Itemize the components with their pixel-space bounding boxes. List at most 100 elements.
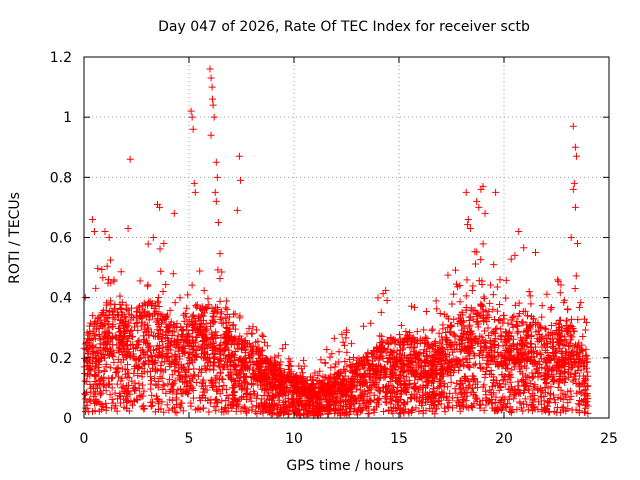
data-point xyxy=(218,385,226,393)
data-point xyxy=(383,297,391,305)
data-point xyxy=(488,400,496,408)
data-point xyxy=(579,332,587,340)
data-point xyxy=(97,374,105,382)
data-point xyxy=(287,362,295,370)
data-point xyxy=(113,407,121,415)
y-tick-label: 0.8 xyxy=(50,170,72,186)
data-point xyxy=(108,334,116,342)
data-point xyxy=(102,406,110,414)
data-point xyxy=(220,351,228,359)
data-point xyxy=(456,282,464,290)
data-point xyxy=(84,331,92,339)
data-point xyxy=(154,383,162,391)
data-point xyxy=(216,341,224,349)
data-point xyxy=(396,410,404,418)
data-point xyxy=(198,311,206,319)
data-point xyxy=(525,288,533,296)
data-point xyxy=(164,380,172,388)
data-point xyxy=(87,336,95,344)
data-point xyxy=(112,402,120,410)
data-point xyxy=(290,400,298,408)
data-point xyxy=(516,359,524,367)
data-point xyxy=(469,384,477,392)
data-point xyxy=(215,382,223,390)
data-point xyxy=(417,369,425,377)
data-point xyxy=(407,370,415,378)
data-point xyxy=(117,339,125,347)
data-point xyxy=(513,329,521,337)
data-point xyxy=(137,347,145,355)
data-point xyxy=(481,339,489,347)
data-point xyxy=(163,349,171,357)
data-point xyxy=(225,319,233,327)
data-point xyxy=(396,335,404,343)
data-point xyxy=(527,331,535,339)
data-point xyxy=(200,287,208,295)
data-point xyxy=(582,401,590,409)
data-point xyxy=(571,203,579,211)
data-point xyxy=(324,410,332,418)
data-point xyxy=(228,376,236,384)
data-point xyxy=(574,316,582,324)
data-point xyxy=(145,311,153,319)
data-point xyxy=(92,373,100,381)
data-point xyxy=(561,336,569,344)
data-point xyxy=(298,384,306,392)
data-point xyxy=(277,383,285,391)
data-point xyxy=(94,264,102,272)
data-point xyxy=(429,384,437,392)
data-point xyxy=(291,374,299,382)
data-point xyxy=(328,350,336,358)
data-point xyxy=(231,334,239,342)
data-point xyxy=(247,381,255,389)
data-point xyxy=(475,277,483,285)
data-point xyxy=(428,379,436,387)
data-point xyxy=(423,352,431,360)
data-point xyxy=(168,396,176,404)
data-point xyxy=(207,131,215,139)
data-point xyxy=(356,381,364,389)
data-point xyxy=(294,405,302,413)
data-point xyxy=(176,294,184,302)
data-point xyxy=(360,379,368,387)
data-point xyxy=(559,395,567,403)
data-point xyxy=(170,360,178,368)
data-point xyxy=(527,300,535,308)
data-point xyxy=(211,188,219,196)
data-point xyxy=(385,353,393,361)
data-point xyxy=(211,350,219,358)
data-point xyxy=(528,390,536,398)
data-point xyxy=(202,356,210,364)
data-point xyxy=(248,342,256,350)
data-point xyxy=(290,372,298,380)
data-point xyxy=(523,373,531,381)
data-point xyxy=(480,316,488,324)
data-point xyxy=(374,368,382,376)
data-point xyxy=(235,341,243,349)
data-point xyxy=(458,319,466,327)
data-point xyxy=(241,403,249,411)
data-point xyxy=(575,379,583,387)
data-point xyxy=(300,411,308,419)
data-point xyxy=(187,107,195,115)
data-point xyxy=(253,410,261,418)
data-point xyxy=(429,374,437,382)
data-point xyxy=(497,350,505,358)
data-point xyxy=(472,360,480,368)
data-point xyxy=(342,390,350,398)
data-point xyxy=(222,324,230,332)
data-point xyxy=(505,371,513,379)
data-point xyxy=(173,400,181,408)
data-point xyxy=(462,306,470,314)
data-point xyxy=(452,389,460,397)
data-point xyxy=(336,402,344,410)
data-point xyxy=(178,365,186,373)
data-point xyxy=(554,327,562,335)
data-point xyxy=(159,352,167,360)
data-point xyxy=(233,206,241,214)
data-point xyxy=(514,378,522,386)
data-point xyxy=(479,383,487,391)
data-point xyxy=(141,339,149,347)
data-point xyxy=(522,382,530,390)
data-point xyxy=(330,380,338,388)
